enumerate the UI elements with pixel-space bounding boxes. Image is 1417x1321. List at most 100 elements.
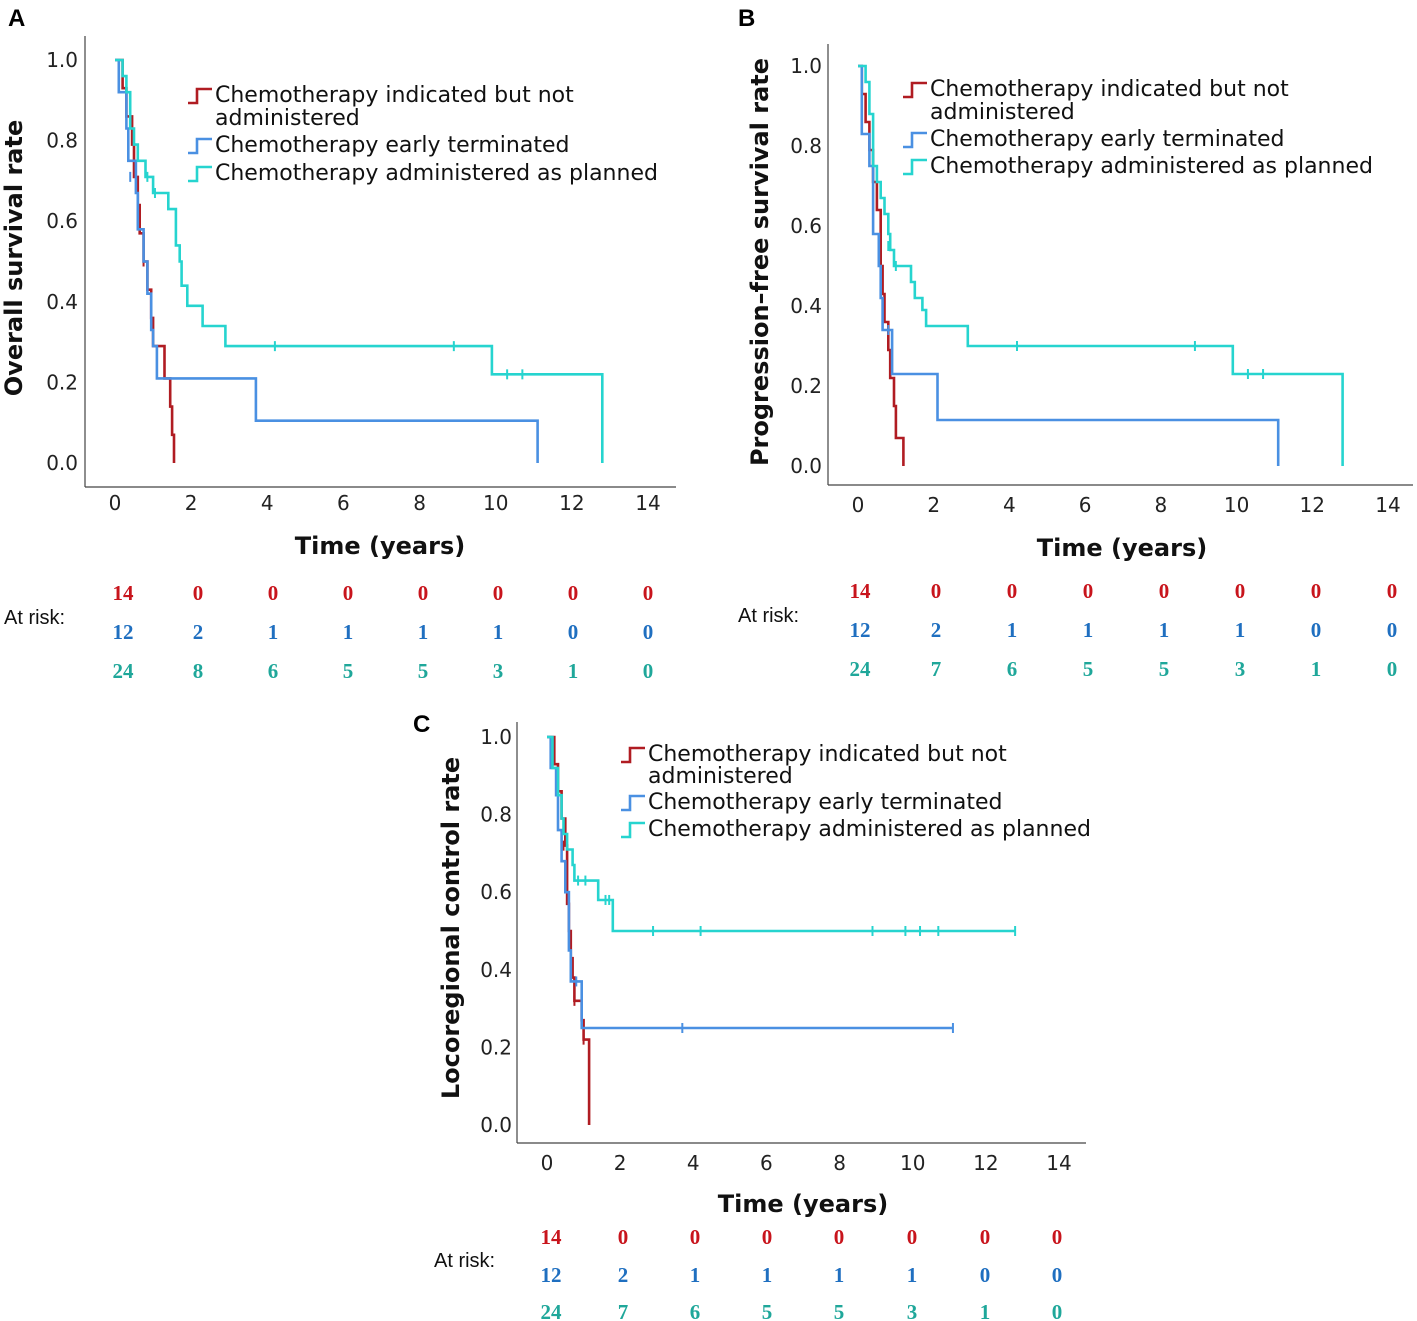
panel-b-y-tick-label: 0.4 <box>790 294 822 318</box>
panel-b-x-tick-label: 0 <box>852 493 865 517</box>
panel-b-legend-marker-not-administered <box>903 81 927 99</box>
panel-b-risk-count-as-planned: 5 <box>1159 657 1170 681</box>
panel-c-risk-count-early-terminated: 2 <box>618 1263 629 1287</box>
panel-a-risk-count-as-planned: 0 <box>643 659 654 683</box>
panel-c-risk-count-not-administered: 0 <box>1052 1225 1063 1249</box>
panel-b-risk-count-not-administered: 0 <box>1235 579 1246 603</box>
panel-a-legend-label: Chemotherapy indicated but not <box>215 83 574 108</box>
panel-b-legend-marker-early-terminated <box>903 131 927 149</box>
panel-b-y-tick-label: 0.6 <box>790 214 822 238</box>
panel-b-x-tick-label: 6 <box>1079 493 1092 517</box>
panel-b-series-line-early-terminated <box>858 64 1280 466</box>
panel-a-risk-count-not-administered: 0 <box>268 581 279 605</box>
panel-c-x-axis-label: Time (years) <box>718 1190 888 1218</box>
panel-c-y-tick-label: 0.2 <box>480 1035 512 1059</box>
panel-a-risk-count-not-administered: 0 <box>493 581 504 605</box>
panel-b-legend-label: Chemotherapy indicated but not <box>930 77 1289 102</box>
panel-a-x-tick-label: 12 <box>559 491 584 515</box>
panel-c-risk-count-as-planned: 5 <box>834 1300 845 1321</box>
panel-b-risk-count-not-administered: 0 <box>1083 579 1094 603</box>
panel-a-risk-count-as-planned: 8 <box>193 659 204 683</box>
panel-b-risk-count-early-terminated: 12 <box>850 618 871 642</box>
panel-b-risk-count-not-administered: 0 <box>1311 579 1322 603</box>
panel-b-risk-count-early-terminated: 0 <box>1311 618 1322 642</box>
panel-b-risk-count-as-planned: 6 <box>1007 657 1018 681</box>
panel-c-risk-count-early-terminated: 1 <box>762 1263 773 1287</box>
panel-a-x-axis-label: Time (years) <box>295 532 465 560</box>
panel-c-x-tick-label: 8 <box>833 1151 846 1175</box>
panel-c-risk-count-as-planned: 3 <box>907 1300 918 1321</box>
panel-c-risk-count-early-terminated: 1 <box>690 1263 701 1287</box>
panel-a-risk-count-early-terminated: 0 <box>568 620 579 644</box>
panel-a-risk-count-early-terminated: 1 <box>343 620 354 644</box>
panel-a-legend-marker-not-administered <box>188 87 212 105</box>
panel-a-series-line-as-planned <box>115 58 604 463</box>
panel-c-legend-label: Chemotherapy indicated but not <box>648 742 1007 767</box>
panel-letter-c: C <box>413 711 430 738</box>
panel-a-y-tick-label: 0.8 <box>46 129 78 153</box>
panel-a-risk-title: At risk: <box>4 607 65 629</box>
panel-a-risk-count-not-administered: 0 <box>343 581 354 605</box>
panel-c-risk-count-not-administered: 14 <box>541 1225 563 1249</box>
panel-b-series-line-as-planned <box>858 64 1344 466</box>
panel-c-x-tick-label: 4 <box>687 1151 700 1175</box>
panel-a-x-tick-label: 10 <box>483 491 508 515</box>
panel-c-x-tick-label: 2 <box>614 1151 627 1175</box>
panel-c-x-tick-label: 0 <box>541 1151 554 1175</box>
panel-b-y-axis-label: Progression–free survival rate <box>746 58 774 466</box>
panel-b-risk-count-as-planned: 5 <box>1083 657 1094 681</box>
panel-b-risk-title: At risk: <box>738 605 799 627</box>
panel-b-legend-label: Chemotherapy administered as planned <box>930 154 1373 179</box>
panel-c-legend-label: administered <box>648 764 793 789</box>
panel-b-series-line-not-administered <box>858 64 905 466</box>
panel-c-y-tick-label: 0.8 <box>480 803 512 827</box>
panel-b-y-tick-label: 0.0 <box>790 454 822 478</box>
panel-b-risk-count-as-planned: 0 <box>1387 657 1398 681</box>
panel-c-risk-count-not-administered: 0 <box>980 1225 991 1249</box>
panel-b-legend-marker-as-planned <box>903 158 927 176</box>
panel-c-risk-count-as-planned: 1 <box>980 1300 991 1321</box>
panel-a-risk-count-as-planned: 5 <box>343 659 354 683</box>
panel-c-risk-count-as-planned: 7 <box>618 1300 629 1321</box>
panel-c-risk-count-not-administered: 0 <box>690 1225 701 1249</box>
panel-a-risk-count-early-terminated: 1 <box>493 620 504 644</box>
panel-b-risk-count-as-planned: 7 <box>931 657 942 681</box>
panel-c-risk-count-early-terminated: 0 <box>1052 1263 1063 1287</box>
panel-c-risk-count-early-terminated: 1 <box>834 1263 845 1287</box>
panel-b-x-tick-label: 12 <box>1300 493 1325 517</box>
panel-c-x-tick-label: 6 <box>760 1151 773 1175</box>
panel-b-risk-count-not-administered: 0 <box>1159 579 1170 603</box>
panel-b-risk-count-early-terminated: 2 <box>931 618 942 642</box>
panel-a-legend-label: Chemotherapy administered as planned <box>215 161 658 186</box>
panel-c-x-tick-label: 12 <box>973 1151 998 1175</box>
panel-a-risk-count-as-planned: 5 <box>418 659 429 683</box>
panel-c-y-tick-label: 1.0 <box>480 725 512 749</box>
panel-a-y-tick-label: 0.2 <box>46 370 78 394</box>
panel-a-risk-count-as-planned: 6 <box>268 659 279 683</box>
panel-a-y-axis-label: Overall survival rate <box>0 120 28 396</box>
panel-b-y-tick-label: 0.2 <box>790 374 822 398</box>
panel-c-y-tick-label: 0.4 <box>480 958 512 982</box>
panel-a-y-tick-label: 0.4 <box>46 290 78 314</box>
panel-a-x-tick-label: 2 <box>185 491 198 515</box>
panel-b-y-tick-label: 1.0 <box>790 54 822 78</box>
panel-a-y-tick-label: 0.6 <box>46 209 78 233</box>
panel-c-legend-marker-not-administered <box>621 746 645 764</box>
panel-c-risk-count-as-planned: 0 <box>1052 1300 1063 1321</box>
panel-c-legend-marker-early-terminated <box>621 794 645 812</box>
panel-b-risk-count-not-administered: 0 <box>1007 579 1018 603</box>
panel-a-x-tick-label: 0 <box>109 491 122 515</box>
panel-a-x-tick-label: 8 <box>413 491 426 515</box>
panel-c-risk-count-early-terminated: 12 <box>541 1263 562 1287</box>
panel-a-y-tick-label: 1.0 <box>46 48 78 72</box>
panel-a-legend-marker-as-planned <box>188 165 212 183</box>
panel-b-x-tick-label: 14 <box>1375 493 1400 517</box>
panel-b-legend-label: administered <box>930 100 1075 125</box>
panel-c-x-tick-label: 14 <box>1046 1151 1071 1175</box>
panel-a-risk-count-not-administered: 0 <box>568 581 579 605</box>
panel-a-x-tick-label: 14 <box>635 491 660 515</box>
panel-c-risk-count-not-administered: 0 <box>762 1225 773 1249</box>
